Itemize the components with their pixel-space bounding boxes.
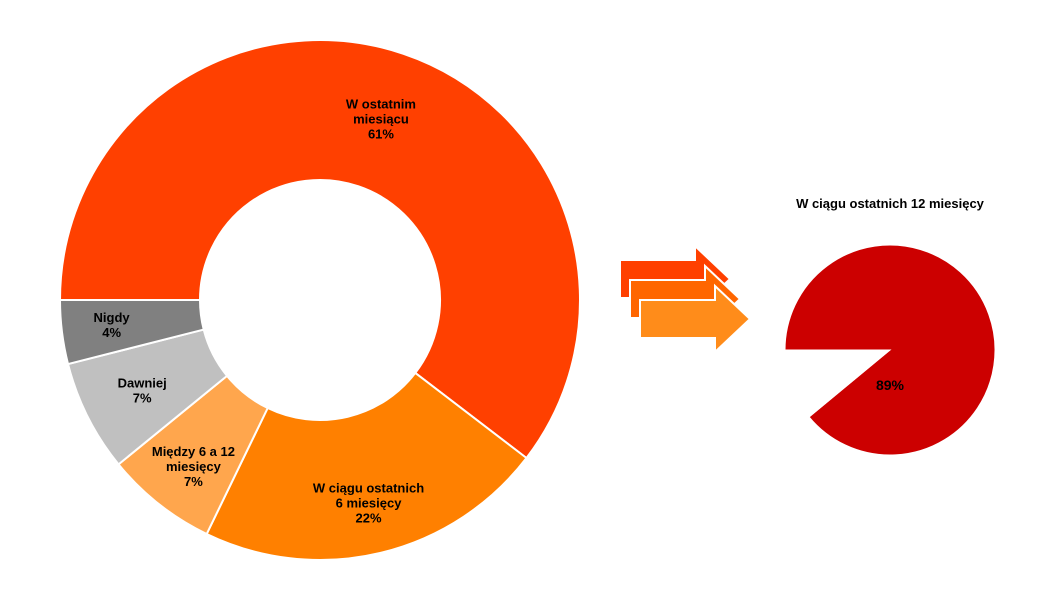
summary-pie-title: W ciągu ostatnich 12 miesięcy — [796, 196, 985, 211]
summary-pie-value: 89% — [876, 377, 905, 393]
